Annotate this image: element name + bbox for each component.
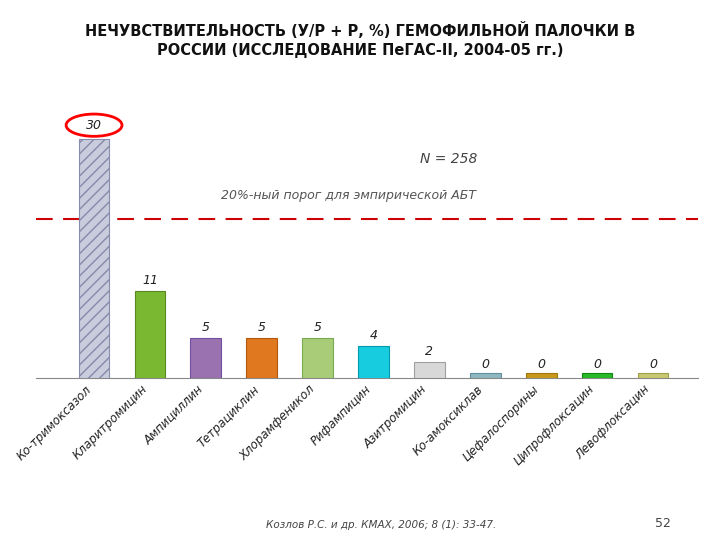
Text: 0: 0 [537,358,545,371]
Text: 5: 5 [258,321,266,334]
Bar [414,362,445,378]
Bar [302,338,333,378]
Text: 0: 0 [481,358,490,371]
Text: 30: 30 [86,119,102,132]
Bar [78,139,109,378]
Bar [78,139,109,378]
Text: Козлов Р.С. и др. КМАХ, 2006; 8 (1): 33-47.: Козлов Р.С. и др. КМАХ, 2006; 8 (1): 33-… [266,520,497,530]
Text: 5: 5 [314,321,322,334]
Bar [358,346,389,378]
Text: 2: 2 [426,345,433,358]
Text: N = 258: N = 258 [420,152,477,166]
Bar [526,373,557,378]
Text: НЕЧУВСТВИТЕЛЬНОСТЬ (У/Р + Р, %) ГЕМОФИЛЬНОЙ ПАЛОЧКИ В
РОССИИ (ИССЛЕДОВАНИЕ ПеГАС: НЕЧУВСТВИТЕЛЬНОСТЬ (У/Р + Р, %) ГЕМОФИЛЬ… [85,22,635,58]
Bar [470,373,500,378]
Text: 11: 11 [142,274,158,287]
Text: 52: 52 [655,517,671,530]
Bar [637,373,668,378]
Bar [246,338,277,378]
Text: 20%-ный порог для эмпирической АБТ: 20%-ный порог для эмпирической АБТ [222,189,477,202]
Text: 5: 5 [202,321,210,334]
Text: 0: 0 [649,358,657,371]
Bar [191,338,221,378]
Text: 4: 4 [369,329,377,342]
Bar [135,291,166,378]
Text: 0: 0 [593,358,601,371]
Bar [582,373,613,378]
